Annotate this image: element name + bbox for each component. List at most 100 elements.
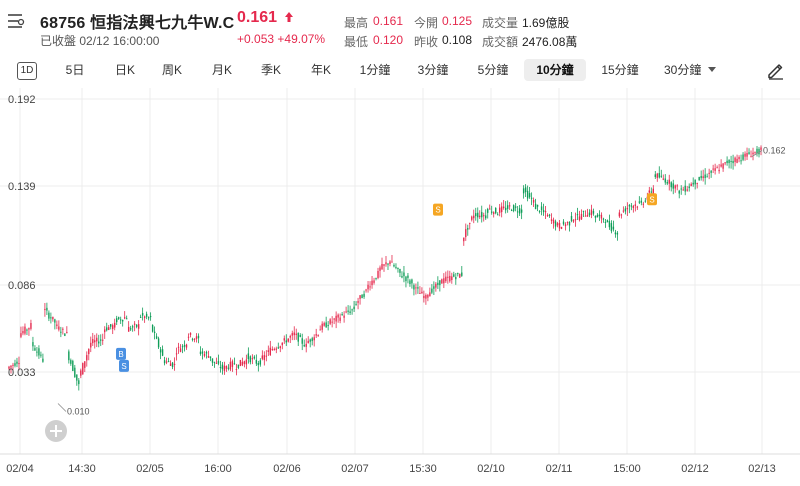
candle-body: [536, 204, 539, 207]
tab-1min[interactable]: 1分鐘: [359, 63, 391, 77]
candle-body: [141, 313, 144, 316]
candle-body: [602, 218, 605, 220]
tab-3min[interactable]: 3分鐘: [417, 63, 449, 77]
candle-body: [92, 339, 94, 344]
stat-value-turnover: 2476.08萬: [522, 35, 578, 49]
tab-monthly-k[interactable]: 月K: [211, 63, 232, 77]
price-value: 0.161: [237, 9, 278, 26]
candle-body: [26, 329, 28, 331]
tab-5day[interactable]: 5日: [65, 63, 85, 77]
market-status: 已收盤 02/12 16:00:00: [40, 32, 159, 49]
candle-body: [616, 232, 619, 235]
tab-daily-k[interactable]: 日K: [114, 63, 135, 77]
candle-body: [112, 325, 114, 329]
candle-body: [658, 173, 660, 178]
candle-body: [263, 355, 266, 360]
candle-body: [60, 331, 62, 333]
candle-body: [471, 216, 473, 220]
last-price: 0.161: [237, 9, 294, 27]
x-tick-label: 02/11: [546, 463, 573, 475]
candle-body: [68, 351, 70, 361]
candle-body: [253, 356, 256, 359]
candle-body: [227, 367, 230, 369]
candle-body: [273, 349, 275, 351]
candle-body: [455, 276, 457, 280]
candle-body: [498, 207, 501, 213]
candle-body: [313, 337, 315, 341]
candle-body: [479, 215, 481, 218]
candle-body: [52, 316, 54, 320]
candle-body: [437, 282, 439, 285]
candle-body: [463, 237, 465, 242]
candle-body: [520, 209, 523, 213]
candle-body: [10, 365, 12, 368]
tab-1d[interactable]: 1D: [17, 62, 37, 80]
candle-body: [125, 318, 128, 320]
candle-body: [584, 215, 587, 217]
candle-body: [423, 295, 425, 299]
candle-body: [329, 319, 331, 324]
tab-weekly-k[interactable]: 周K: [161, 63, 182, 77]
candle-body: [738, 157, 740, 160]
stat-label-open: 今開: [414, 16, 439, 30]
candle-body: [145, 313, 148, 317]
candle-body: [748, 152, 750, 155]
stat-label-turnover: 成交額: [482, 35, 519, 49]
candle-body: [56, 324, 58, 326]
candle-body: [560, 227, 563, 229]
candle-body: [674, 185, 676, 189]
last-annotation-label: 0.162: [763, 146, 786, 156]
candle-body: [640, 200, 643, 203]
candle-body: [686, 189, 688, 191]
candle-body: [449, 275, 451, 282]
candle-body: [110, 324, 112, 327]
candle-body: [42, 358, 44, 362]
candle-body: [407, 275, 409, 278]
candle-body: [654, 174, 656, 178]
candle-body: [349, 311, 351, 313]
candle-body: [133, 323, 136, 325]
candle-body: [108, 327, 110, 330]
tab-30min-dropdown[interactable]: 30分鐘: [664, 59, 720, 81]
candle-body: [153, 331, 156, 334]
tab-15min[interactable]: 15分鐘: [601, 63, 639, 77]
x-tick-label: 02/10: [477, 463, 505, 475]
candle-body: [548, 214, 551, 216]
candle-body: [704, 174, 706, 178]
candle-body: [574, 218, 577, 221]
candle-body: [301, 338, 303, 344]
pencil-draw-icon[interactable]: [766, 60, 786, 80]
tab-5min[interactable]: 5分鐘: [477, 63, 509, 77]
candle-body: [401, 276, 403, 278]
candle-body: [36, 351, 38, 353]
candle-body: [682, 189, 684, 191]
candle-body: [225, 365, 228, 369]
candle-body: [620, 214, 623, 216]
candle-body: [245, 359, 248, 365]
trade-marker-label: B: [118, 350, 123, 359]
tab-yearly-k[interactable]: 年K: [310, 63, 331, 77]
candle-body: [694, 179, 696, 185]
candle-body: [173, 363, 176, 365]
candle-body: [149, 315, 152, 318]
candle-body: [235, 369, 238, 371]
candle-body: [564, 224, 567, 227]
plus-circle-icon[interactable]: [45, 420, 67, 442]
candle-body: [664, 178, 666, 183]
candle-body: [672, 183, 674, 189]
list-menu-icon[interactable]: [6, 10, 26, 32]
price-change: +0.053 +49.07%: [237, 32, 325, 46]
candle-body: [465, 229, 467, 238]
tab-30min-label: 30分鐘: [664, 63, 702, 77]
candle-body: [752, 152, 754, 155]
y-axis-labels: 0.192 0.139 0.086 0.033: [8, 94, 36, 379]
tab-quarterly-k[interactable]: 季K: [260, 63, 281, 77]
x-tick-label: 02/12: [681, 463, 709, 475]
tab-10min[interactable]: 10分鐘: [524, 59, 586, 81]
candle-body: [451, 276, 453, 280]
candle-body: [28, 328, 30, 330]
candle-body: [740, 160, 742, 162]
candle-body: [289, 336, 291, 338]
candle-body: [598, 214, 601, 217]
